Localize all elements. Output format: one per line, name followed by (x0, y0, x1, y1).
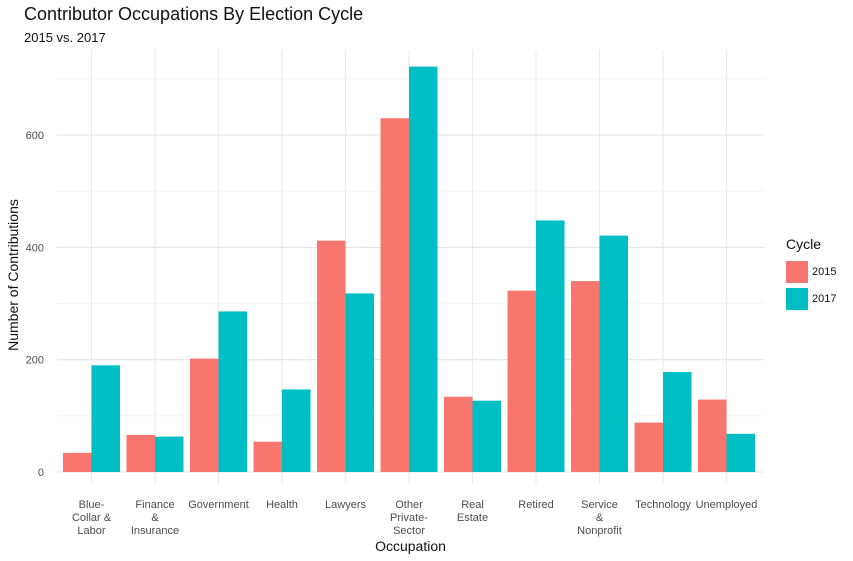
legend: Cycle 2015 2017 (786, 236, 836, 312)
y-axis-title: Number of Contributions (5, 199, 21, 351)
x-tick-label-line: Private- (390, 512, 428, 524)
bar-2015 (253, 441, 282, 472)
x-tick-label-line: Insurance (131, 525, 179, 537)
x-tick-label-line: Sector (393, 525, 425, 537)
bar-2017 (599, 235, 628, 472)
bar-2017 (726, 433, 755, 472)
y-tick-label: 400 (26, 242, 44, 254)
chart-subtitle: 2015 vs. 2017 (24, 30, 106, 45)
legend-swatch-2017 (786, 287, 808, 310)
x-tick-label-line: Estate (457, 512, 488, 524)
x-tick-label-line: & (596, 512, 604, 524)
x-tick-label-line: Nonprofit (577, 525, 622, 537)
x-tick-label: Real Estate (457, 499, 488, 524)
x-tick-label: Service & Nonprofit (577, 499, 622, 537)
legend-item-2015: 2015 (786, 258, 836, 285)
legend-title: Cycle (786, 236, 822, 252)
bar-2017 (282, 389, 311, 472)
x-tick-label-line: & (151, 512, 159, 524)
x-tick-label-line: Finance (135, 499, 174, 511)
x-tick-label-line: Real (461, 499, 484, 511)
bar-2015 (698, 399, 727, 472)
bar-2015 (63, 452, 92, 472)
x-tick-label: Health (266, 499, 298, 511)
legend-label-2017: 2017 (812, 292, 837, 305)
x-tick-label-line: Technology (635, 499, 691, 511)
bar-2017 (155, 436, 184, 472)
bar-2015 (380, 118, 409, 472)
legend-item-2017: 2017 (786, 285, 836, 312)
x-tick-label: Technology (635, 499, 691, 511)
bar-2015 (571, 281, 600, 472)
x-tick-label: Retired (518, 499, 553, 511)
x-tick-label-line: Service (581, 499, 618, 511)
y-tick-label: 200 (26, 355, 44, 367)
y-tick-label: 600 (26, 130, 44, 142)
bar-2017 (345, 293, 374, 472)
bar-2015 (126, 434, 155, 472)
bar-2015 (317, 240, 346, 472)
x-tick-label-line: Health (266, 499, 298, 511)
x-tick-label-line: Lawyers (325, 499, 366, 511)
x-tick-label: Finance & Insurance (131, 499, 179, 537)
x-tick-label-line: Collar & (72, 512, 112, 524)
x-tick-label: Unemployed (696, 499, 758, 511)
x-tick-label-line: Blue- (79, 499, 105, 511)
x-tick-label-line: Retired (518, 499, 553, 511)
y-tick-label: 0 (38, 467, 44, 479)
bar-2015 (444, 396, 473, 472)
bar-2017 (536, 220, 565, 472)
x-tick-label: Government (188, 499, 249, 511)
x-tick-label-line: Other (395, 499, 423, 511)
bar-2017 (663, 372, 692, 472)
x-axis-title: Occupation (375, 538, 446, 554)
x-tick-label-line: Government (188, 499, 249, 511)
legend-swatch-2015 (786, 260, 808, 283)
x-tick-label-line: Unemployed (696, 499, 758, 511)
bar-2015 (634, 422, 663, 472)
bar-2017 (472, 400, 501, 472)
legend-label-2015: 2015 (812, 265, 837, 278)
bar-2017 (218, 311, 247, 472)
bar-2017 (409, 66, 438, 473)
chart-title: Contributor Occupations By Election Cycl… (24, 4, 364, 24)
bar-2015 (507, 290, 536, 472)
bar-2015 (190, 358, 219, 472)
x-tick-label-line: Labor (77, 525, 105, 537)
x-tick-label: Blue-Collar & Labor (72, 499, 112, 537)
x-tick-label: Other Private-Sector (390, 499, 428, 537)
bar-2017 (91, 365, 120, 472)
x-tick-label: Lawyers (325, 499, 366, 511)
